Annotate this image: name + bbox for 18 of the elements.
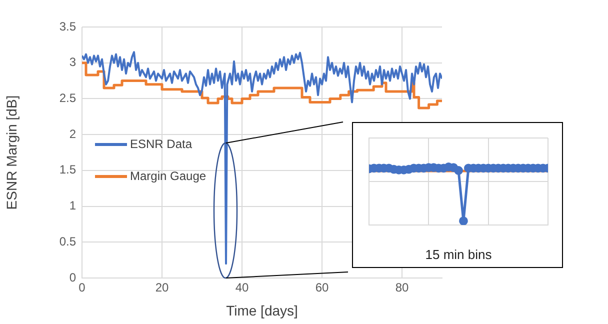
x-tick-label: 80 xyxy=(395,280,409,295)
y-tick-label: 0 xyxy=(69,270,76,284)
y-tick-label: 0.5 xyxy=(59,234,76,248)
y-tick-label: 3.5 xyxy=(59,19,76,34)
y-tick-label: 2 xyxy=(69,126,76,141)
x-tick-label: 0 xyxy=(78,280,86,295)
x-tick-label: 40 xyxy=(235,280,249,295)
x-axis-title: 15 min bins xyxy=(425,246,492,262)
x-tick-label: 20 xyxy=(155,280,169,295)
y-tick-label: 2.5 xyxy=(59,91,76,106)
x-tick-label: 60 xyxy=(315,280,329,295)
legend-label: Margin Gauge xyxy=(130,169,206,183)
legend-label: ESNR Data xyxy=(130,137,192,151)
y-axis-title: ESNR Margin [dB] xyxy=(3,95,20,210)
x-axis-title: Time [days] xyxy=(226,302,298,318)
y-tick-label: 3 xyxy=(69,55,76,70)
y-tick-label: 1 xyxy=(69,198,76,213)
y-tick-label: 1.5 xyxy=(59,162,76,177)
